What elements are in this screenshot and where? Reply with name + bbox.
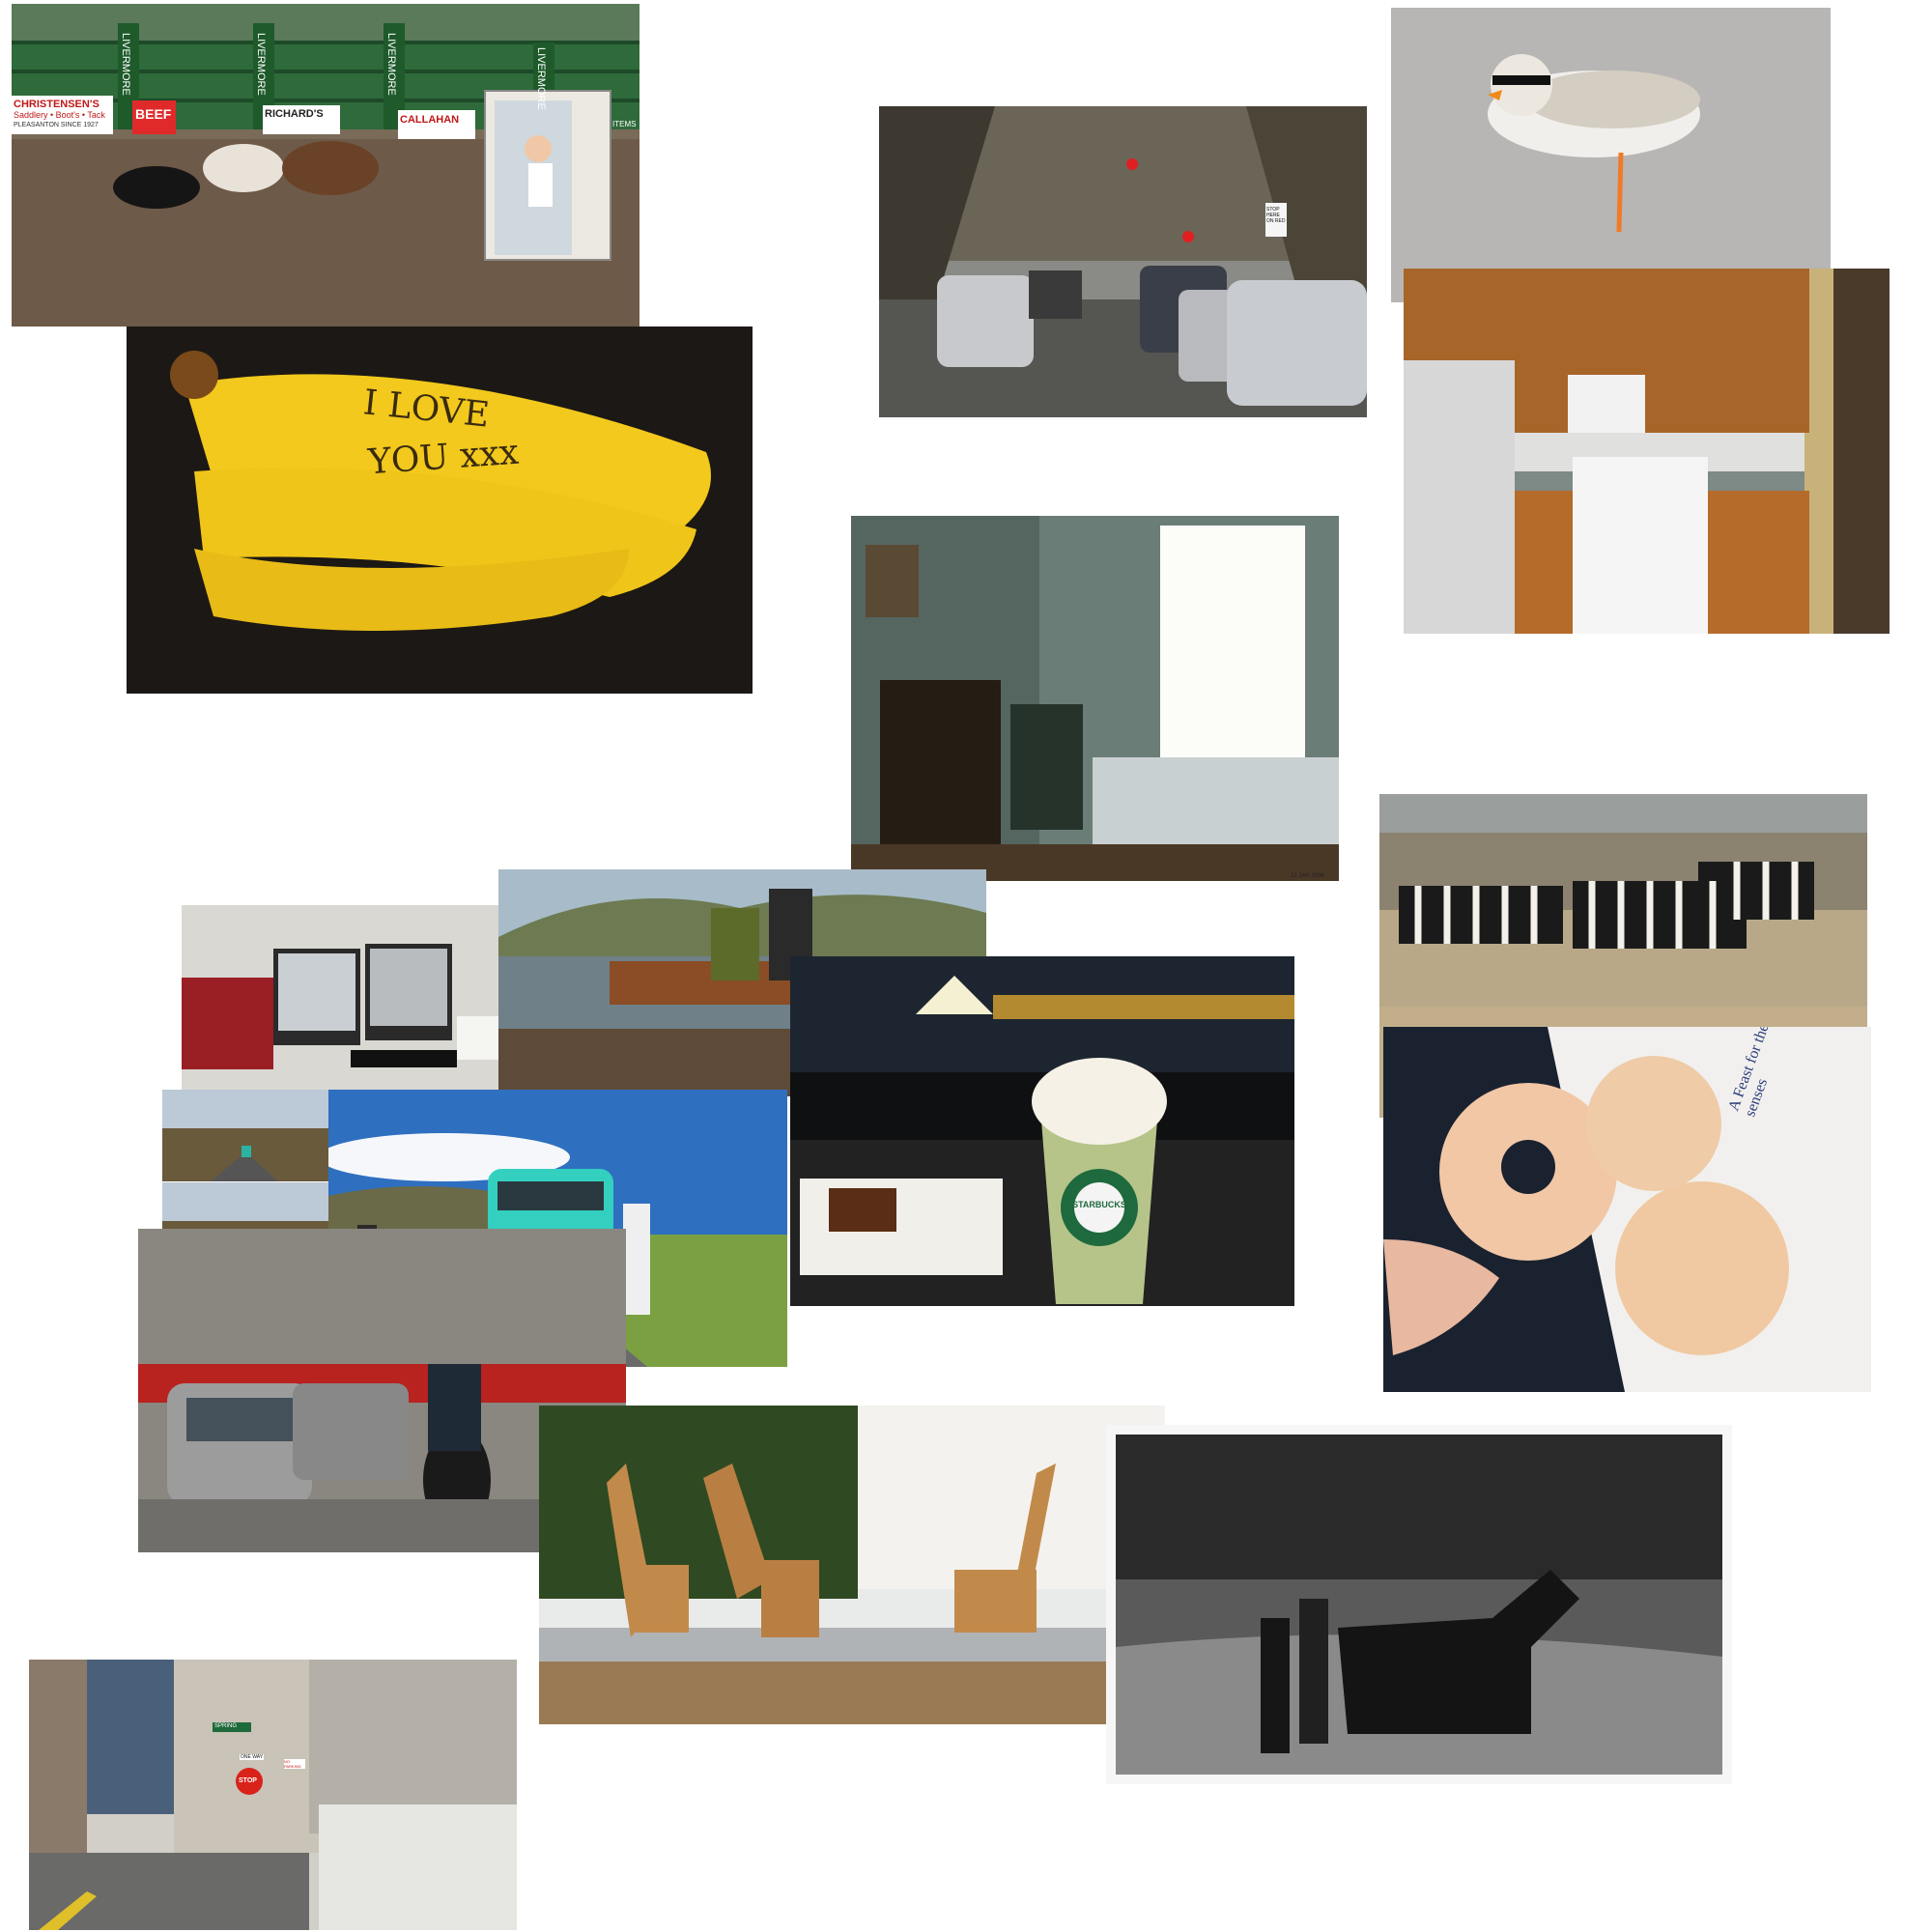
rodeo-photo: LIVERMORE LIVERMORE LIVERMORE LIVERMORE …: [12, 4, 639, 327]
banana-photo: I LOVE YOU xxx: [127, 327, 753, 694]
kitchen-photo: [1404, 269, 1889, 634]
callahan-banner: CALLAHAN: [400, 114, 460, 126]
office-photo: [182, 905, 500, 1094]
vintage-horse-photo: [1106, 1425, 1732, 1784]
richards-banner: RICHARD'S: [265, 108, 324, 120]
stop-here-sign: STOP HERE ON RED: [1266, 207, 1286, 224]
livermore-sign-2: LIVERMORE: [255, 33, 267, 96]
one-way-sign: ONE WAY: [240, 1754, 265, 1760]
bedroom-photo: 12 JAN 2006: [851, 516, 1339, 881]
traffic-photo: STOP HERE ON RED: [879, 106, 1367, 417]
starbucks-photo: STARBUCKS: [790, 956, 1294, 1306]
cup-logo-text: STARBUCKS: [1072, 1200, 1126, 1209]
livermore-sign-3: LIVERMORE: [385, 33, 397, 96]
pleasanton-banner: PLEASANTON SINCE 1927: [14, 122, 99, 128]
livermore-sign-1: LIVERMORE: [120, 33, 131, 96]
saddlery-banner: Saddlery • Boot's • Tack: [14, 110, 105, 120]
items-banner: ITEMS: [612, 120, 637, 128]
no-parking-sign: NO PARKING: [284, 1759, 305, 1769]
spring-street-sign: SPRING: [214, 1723, 238, 1729]
beef-banner: BEEF: [135, 106, 172, 122]
street-corner-photo: SPRING ONE WAY STOP NO PARKING: [29, 1660, 517, 1930]
donut-photo: A Feast for the senses: [1383, 1027, 1871, 1392]
plover-photo: [1391, 8, 1831, 302]
christensens-banner: CHRISTENSEN'S: [14, 99, 99, 110]
giraffes-photo: [539, 1406, 1165, 1724]
stop-sign: STOP: [239, 1777, 257, 1784]
photo-date: 12 JAN 2006: [1291, 873, 1324, 879]
livermore-sign-4: LIVERMORE: [535, 47, 547, 110]
